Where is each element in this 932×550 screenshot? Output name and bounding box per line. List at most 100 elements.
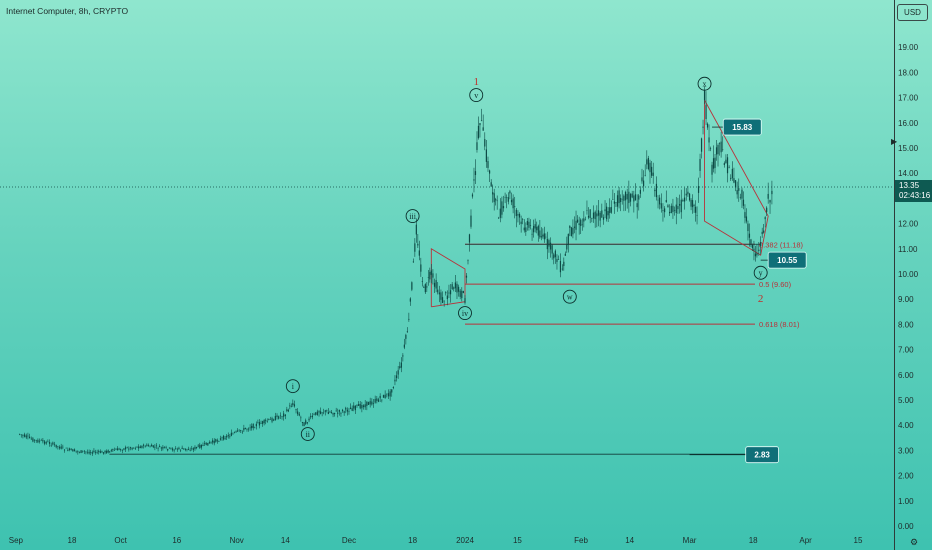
candle-body	[509, 191, 511, 194]
candle-body	[561, 268, 563, 270]
candle-body	[581, 224, 583, 226]
candle-body	[529, 225, 532, 226]
candle-body	[94, 451, 97, 453]
candle-body	[490, 182, 492, 187]
candle-body	[372, 403, 375, 404]
wave-label-text: iv	[462, 309, 468, 318]
x-tick-label: Nov	[230, 536, 244, 545]
candle-body	[290, 406, 292, 408]
y-tick-label: 12.00	[898, 220, 919, 229]
candle-body	[738, 188, 740, 191]
candle-body	[642, 180, 645, 187]
candle-body	[543, 233, 545, 240]
candle-body	[261, 421, 264, 424]
y-tick-label: 9.00	[898, 295, 914, 304]
candle-body	[476, 142, 478, 150]
candle-body	[107, 450, 109, 453]
candle-body	[37, 439, 39, 443]
candle-body	[301, 422, 304, 423]
y-tick-label: 2.00	[898, 472, 914, 481]
candle-body	[467, 260, 469, 262]
candle-body	[32, 438, 34, 442]
candle-body	[502, 206, 505, 209]
candle-body	[545, 236, 547, 238]
candle-body	[210, 441, 212, 443]
candle-body	[484, 139, 486, 147]
candle-body	[215, 439, 217, 442]
candle-body	[47, 441, 49, 443]
candle-body	[556, 258, 558, 262]
candle-body	[233, 432, 236, 433]
candle-body	[685, 193, 687, 196]
candle-body	[295, 409, 297, 411]
candle-body	[631, 193, 633, 198]
candle-body	[522, 219, 524, 220]
candle-body	[674, 210, 676, 211]
candle-body	[683, 197, 686, 202]
candle-body	[255, 423, 257, 427]
candle-body	[167, 449, 169, 451]
candle-body	[371, 401, 373, 405]
candle-body	[525, 227, 527, 232]
candle-body	[546, 238, 548, 250]
candle-body	[411, 282, 413, 290]
candle-body	[629, 194, 632, 202]
y-tick-label: 7.00	[898, 346, 914, 355]
candle-body	[240, 430, 242, 431]
candle-body	[319, 411, 322, 414]
price-axis-panel[interactable]	[894, 0, 932, 550]
y-tick-label: 5.00	[898, 396, 914, 405]
wave-label-text: iii	[409, 212, 416, 221]
candle-body	[576, 219, 579, 223]
candle-body	[499, 208, 501, 218]
y-tick-label: 3.00	[898, 446, 914, 455]
candle-body	[700, 138, 703, 152]
candle-body	[60, 446, 62, 449]
candle-body	[212, 440, 214, 443]
candle-body	[109, 451, 111, 453]
candle-body	[597, 210, 600, 216]
candle-body	[533, 225, 535, 233]
candle-body	[159, 446, 161, 448]
candle-body	[427, 277, 429, 278]
candle-body	[708, 137, 710, 143]
candle-body	[86, 451, 89, 453]
candle-body	[221, 437, 223, 439]
candle-body	[155, 445, 158, 447]
candle-body	[591, 218, 593, 219]
candle-body	[216, 440, 218, 442]
candle-body	[734, 180, 737, 188]
candle-body	[618, 190, 620, 204]
candle-body	[204, 443, 206, 444]
candle-body	[763, 230, 765, 233]
candle-body	[399, 366, 401, 369]
candle-body	[539, 230, 541, 238]
candle-body	[48, 441, 51, 444]
candle-body	[123, 448, 125, 450]
gear-icon[interactable]: ⚙	[909, 537, 919, 547]
candle-body	[88, 451, 90, 454]
candle-body	[682, 199, 684, 202]
candle-body	[129, 447, 132, 449]
candle-body	[620, 197, 622, 202]
candle-body	[655, 183, 658, 198]
candle-body	[265, 419, 267, 421]
candle-body	[409, 298, 411, 302]
candle-body	[687, 191, 689, 195]
candle-body	[300, 417, 302, 419]
candle-body	[162, 446, 164, 449]
candle-body	[587, 215, 590, 218]
candle-body	[338, 409, 340, 412]
candle-body	[20, 434, 22, 436]
candle-body	[514, 206, 516, 208]
candle-body	[337, 412, 339, 414]
candle-body	[191, 448, 193, 450]
candle-body	[510, 199, 513, 203]
candle-body	[641, 177, 643, 182]
candle-body	[313, 414, 315, 415]
candle-body	[218, 441, 220, 442]
candle-body	[229, 436, 231, 437]
currency-unit-button[interactable]: USD	[897, 4, 928, 21]
candle-body	[138, 446, 140, 449]
